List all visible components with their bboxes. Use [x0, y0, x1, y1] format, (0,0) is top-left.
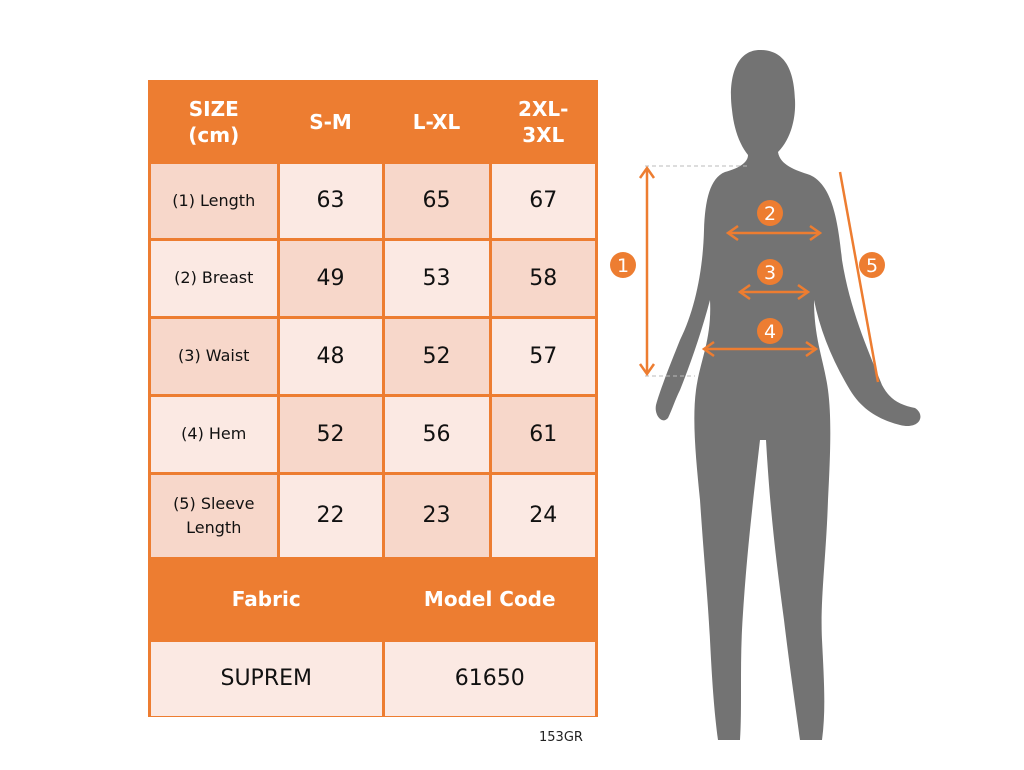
size-value: 48	[279, 318, 382, 394]
marker-number: 3	[764, 262, 776, 284]
size-value: 49	[279, 240, 382, 316]
product-code: 153GR	[539, 730, 583, 745]
size-value: 23	[384, 474, 489, 557]
row-label: (1) Length	[151, 163, 277, 238]
size-value: 56	[384, 396, 489, 472]
row-label: (4) Hem	[151, 396, 277, 472]
body-silhouette-figure: 1 2 3 4 5	[610, 50, 921, 740]
size-value: 22	[279, 474, 382, 557]
marker-circle	[757, 318, 783, 344]
size-table: SIZE (cm) S-M L-XL 2XL- 3XL (1) Length 63 65 67…	[148, 80, 598, 717]
fabric-header: Fabric	[231, 587, 301, 611]
marker-number: 1	[617, 255, 629, 277]
column-header: S-M	[279, 83, 382, 161]
arrow-head	[638, 363, 656, 377]
size-value: 24	[491, 474, 595, 557]
marker-number: 2	[764, 203, 776, 225]
size-value: 57	[491, 318, 595, 394]
marker-number: 5	[866, 255, 878, 277]
marker-circle	[859, 252, 885, 278]
sleeve-arrow	[838, 171, 880, 383]
row-label: (5) Sleeve Length	[151, 474, 277, 557]
marker-circle	[610, 252, 636, 278]
marker-circle	[757, 259, 783, 285]
model-code-header: Model Code	[423, 587, 556, 611]
size-value: 63	[279, 163, 382, 238]
column-header: SIZE (cm)	[151, 83, 277, 161]
silhouette	[655, 50, 921, 740]
size-value: 61	[491, 396, 595, 472]
size-value: 58	[491, 240, 595, 316]
size-value: 52	[279, 396, 382, 472]
column-header: L-XL	[384, 83, 489, 161]
marker-number: 4	[764, 321, 776, 343]
row-label: (2) Breast	[151, 240, 277, 316]
size-value: 53	[384, 240, 489, 316]
model-code-value: 61650	[384, 641, 595, 716]
marker-circle	[757, 200, 783, 226]
column-header: 2XL- 3XL	[491, 83, 595, 161]
row-label: (3) Waist	[151, 318, 277, 394]
fabric-value: SUPREM	[151, 641, 382, 716]
size-value: 65	[384, 163, 489, 238]
arrow-head	[638, 165, 656, 179]
size-value: 67	[491, 163, 595, 238]
size-value: 52	[384, 318, 489, 394]
